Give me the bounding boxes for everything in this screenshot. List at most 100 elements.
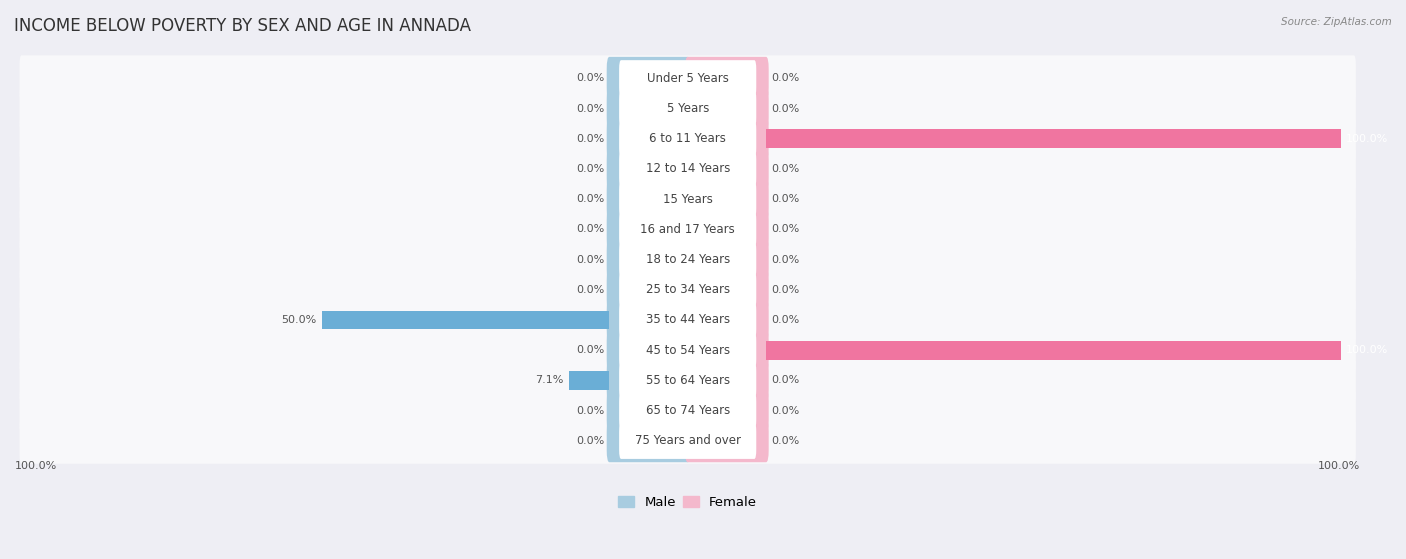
Text: 0.0%: 0.0% [576, 254, 605, 264]
Text: 0.0%: 0.0% [576, 73, 605, 83]
Text: 0.0%: 0.0% [576, 285, 605, 295]
FancyBboxPatch shape [685, 329, 769, 372]
FancyBboxPatch shape [619, 151, 756, 187]
Text: 45 to 54 Years: 45 to 54 Years [645, 344, 730, 357]
FancyBboxPatch shape [619, 60, 756, 96]
FancyBboxPatch shape [685, 299, 769, 342]
Text: 0.0%: 0.0% [772, 164, 800, 174]
FancyBboxPatch shape [20, 146, 1355, 192]
FancyBboxPatch shape [20, 357, 1355, 404]
Text: 0.0%: 0.0% [772, 73, 800, 83]
Text: 75 Years and over: 75 Years and over [634, 434, 741, 447]
Bar [766, 129, 1341, 148]
Bar [322, 311, 609, 329]
FancyBboxPatch shape [20, 55, 1355, 101]
FancyBboxPatch shape [685, 208, 769, 251]
Text: 15 Years: 15 Years [662, 193, 713, 206]
Legend: Male, Female: Male, Female [613, 491, 762, 514]
Text: 0.0%: 0.0% [576, 164, 605, 174]
FancyBboxPatch shape [607, 148, 690, 191]
Text: 0.0%: 0.0% [772, 376, 800, 385]
FancyBboxPatch shape [619, 181, 756, 217]
FancyBboxPatch shape [619, 423, 756, 459]
FancyBboxPatch shape [619, 392, 756, 429]
Text: 0.0%: 0.0% [772, 254, 800, 264]
FancyBboxPatch shape [619, 241, 756, 278]
Text: 0.0%: 0.0% [772, 224, 800, 234]
Text: 0.0%: 0.0% [576, 134, 605, 144]
Text: 100.0%: 100.0% [1319, 462, 1361, 471]
FancyBboxPatch shape [619, 272, 756, 308]
Text: 100.0%: 100.0% [15, 462, 58, 471]
Text: 55 to 64 Years: 55 to 64 Years [645, 374, 730, 387]
Text: 25 to 34 Years: 25 to 34 Years [645, 283, 730, 296]
FancyBboxPatch shape [619, 121, 756, 157]
FancyBboxPatch shape [20, 267, 1355, 312]
FancyBboxPatch shape [20, 176, 1355, 222]
FancyBboxPatch shape [607, 117, 690, 160]
Text: 6 to 11 Years: 6 to 11 Years [650, 132, 725, 145]
Text: 7.1%: 7.1% [534, 376, 564, 385]
Text: 0.0%: 0.0% [576, 224, 605, 234]
Text: 0.0%: 0.0% [576, 103, 605, 113]
FancyBboxPatch shape [20, 418, 1355, 464]
Text: Source: ZipAtlas.com: Source: ZipAtlas.com [1281, 17, 1392, 27]
FancyBboxPatch shape [607, 87, 690, 130]
FancyBboxPatch shape [607, 329, 690, 372]
Text: INCOME BELOW POVERTY BY SEX AND AGE IN ANNADA: INCOME BELOW POVERTY BY SEX AND AGE IN A… [14, 17, 471, 35]
FancyBboxPatch shape [607, 419, 690, 462]
Text: 100.0%: 100.0% [1346, 345, 1388, 355]
Text: 100.0%: 100.0% [1346, 134, 1388, 144]
FancyBboxPatch shape [685, 389, 769, 432]
FancyBboxPatch shape [20, 206, 1355, 252]
FancyBboxPatch shape [607, 208, 690, 251]
FancyBboxPatch shape [20, 387, 1355, 434]
Text: 65 to 74 Years: 65 to 74 Years [645, 404, 730, 417]
FancyBboxPatch shape [607, 359, 690, 402]
Text: 0.0%: 0.0% [772, 315, 800, 325]
FancyBboxPatch shape [607, 238, 690, 281]
Text: Under 5 Years: Under 5 Years [647, 72, 728, 85]
Text: 0.0%: 0.0% [772, 285, 800, 295]
FancyBboxPatch shape [685, 57, 769, 100]
FancyBboxPatch shape [619, 91, 756, 127]
FancyBboxPatch shape [20, 86, 1355, 131]
Text: 12 to 14 Years: 12 to 14 Years [645, 163, 730, 176]
Text: 0.0%: 0.0% [576, 436, 605, 446]
Text: 0.0%: 0.0% [772, 406, 800, 415]
Text: 0.0%: 0.0% [772, 103, 800, 113]
FancyBboxPatch shape [685, 87, 769, 130]
FancyBboxPatch shape [20, 116, 1355, 162]
FancyBboxPatch shape [619, 302, 756, 338]
Text: 50.0%: 50.0% [281, 315, 316, 325]
FancyBboxPatch shape [619, 211, 756, 248]
Text: 18 to 24 Years: 18 to 24 Years [645, 253, 730, 266]
FancyBboxPatch shape [685, 117, 769, 160]
FancyBboxPatch shape [685, 148, 769, 191]
FancyBboxPatch shape [685, 359, 769, 402]
FancyBboxPatch shape [619, 362, 756, 399]
FancyBboxPatch shape [20, 327, 1355, 373]
Text: 0.0%: 0.0% [772, 194, 800, 204]
FancyBboxPatch shape [619, 332, 756, 368]
Text: 0.0%: 0.0% [772, 436, 800, 446]
FancyBboxPatch shape [607, 268, 690, 311]
Text: 35 to 44 Years: 35 to 44 Years [645, 314, 730, 326]
FancyBboxPatch shape [685, 419, 769, 462]
FancyBboxPatch shape [685, 268, 769, 311]
Text: 0.0%: 0.0% [576, 194, 605, 204]
FancyBboxPatch shape [20, 236, 1355, 282]
FancyBboxPatch shape [685, 238, 769, 281]
FancyBboxPatch shape [607, 389, 690, 432]
FancyBboxPatch shape [607, 178, 690, 221]
FancyBboxPatch shape [685, 178, 769, 221]
Text: 0.0%: 0.0% [576, 345, 605, 355]
FancyBboxPatch shape [607, 57, 690, 100]
Bar [766, 341, 1341, 359]
Bar [568, 371, 609, 390]
Text: 0.0%: 0.0% [576, 406, 605, 415]
Text: 5 Years: 5 Years [666, 102, 709, 115]
Text: 16 and 17 Years: 16 and 17 Years [640, 223, 735, 236]
FancyBboxPatch shape [607, 299, 690, 342]
FancyBboxPatch shape [20, 297, 1355, 343]
